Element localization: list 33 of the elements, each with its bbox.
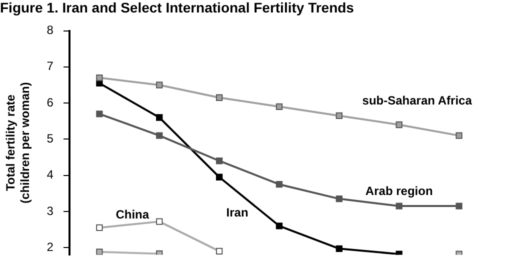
y-tick-label: 5 (46, 132, 54, 146)
series-label: China (116, 207, 150, 222)
point (336, 112, 342, 120)
point (156, 114, 163, 121)
point (216, 174, 223, 180)
y-tick-label: 3 (46, 204, 54, 218)
point (276, 222, 283, 230)
point (156, 82, 163, 88)
y-tick-label: 2 (46, 240, 54, 254)
y-tick-label: 7 (46, 59, 54, 74)
y-tick-label: 4 (46, 168, 54, 182)
point (96, 74, 103, 82)
point (456, 132, 462, 139)
point (276, 103, 283, 110)
point (156, 132, 163, 139)
point (216, 94, 223, 101)
point (336, 195, 342, 202)
series-label: Arab region (365, 184, 433, 198)
series-label: sub-Saharan Africa (362, 94, 472, 108)
point (96, 248, 103, 255)
y-tick-label: 6 (46, 95, 54, 110)
point (336, 245, 342, 252)
point (156, 250, 163, 255)
y-axis-title: Total fertility rate (children per woman) (4, 82, 32, 204)
series-label: Iran (226, 206, 248, 220)
point (216, 158, 223, 164)
y-tick-label: 8 (46, 23, 54, 38)
point (96, 110, 103, 118)
point (396, 121, 402, 128)
point (276, 181, 283, 188)
chart-title: Figure 1. Iran and Select International Fertility Trends (0, 0, 354, 16)
point (396, 202, 402, 210)
point (456, 202, 462, 210)
